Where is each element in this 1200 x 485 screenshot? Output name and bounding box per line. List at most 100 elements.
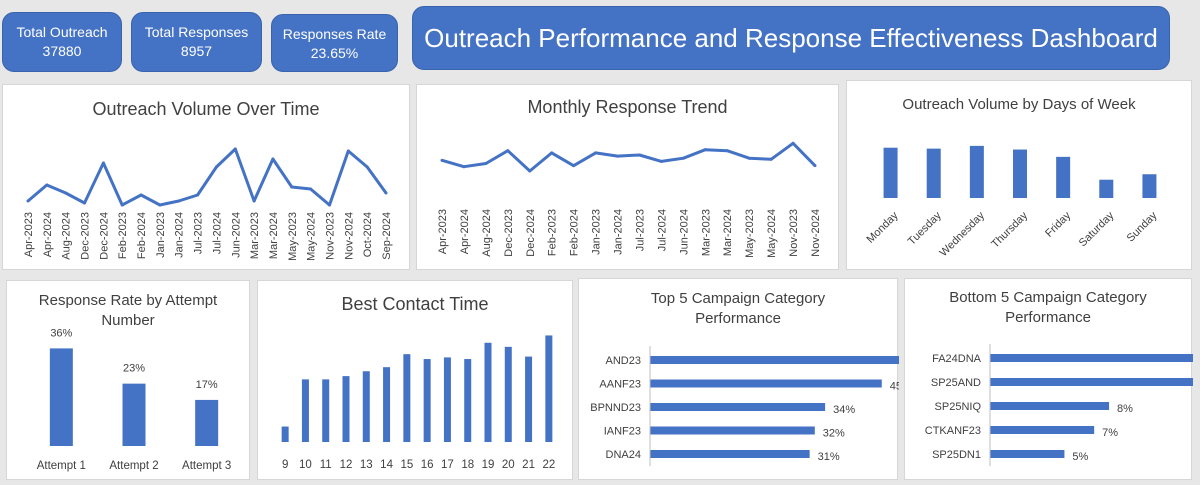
data-label: 17% [196, 379, 218, 391]
data-point [177, 199, 181, 203]
x-tick-label: Dec-2023 [503, 209, 515, 257]
x-tick-label: Jun-2024 [230, 212, 242, 258]
data-point [681, 156, 685, 160]
x-tick-label: Sep-2024 [381, 212, 393, 260]
data-point [214, 165, 218, 169]
data-point [196, 193, 200, 197]
outreach-volume-over-time-chart: Apr-2023 Apr-2024 Aug-2024 Dec-2023 Dec-2024… [23, 147, 393, 261]
data-point [120, 203, 124, 207]
bar [195, 399, 219, 446]
data-label: 23% [123, 363, 145, 375]
data-label: 36% [50, 327, 72, 339]
data-point [813, 164, 817, 168]
kpi-label: Total Outreach [16, 24, 108, 40]
bottom5-campaign-panel: Bottom 5 Campaign Category Performance F… [904, 278, 1193, 480]
bar [525, 356, 533, 442]
x-tick-label: Apr-2024 [459, 209, 471, 254]
data-point [462, 165, 466, 169]
y-tick-label: IANF23 [604, 426, 641, 438]
data-point [365, 165, 369, 169]
x-tick-label: Nov-2023 [788, 209, 800, 257]
bar [650, 403, 826, 411]
x-tick-label: Mar-2023 [700, 209, 712, 256]
x-tick-label: Dec-2023 [80, 212, 92, 260]
bar [342, 376, 350, 442]
data-point [64, 191, 68, 195]
bar [281, 426, 289, 442]
data-point [290, 185, 294, 189]
x-tick-label: Mar-2024 [268, 212, 280, 259]
series-line [441, 141, 817, 173]
best-contact-time-chart: 9 10 11 12 13 14 15 16 17 18 19 20 21 22 [281, 335, 555, 471]
x-tick-label: Saturday [1077, 209, 1117, 249]
kpi-value: 8957 [180, 43, 213, 59]
x-tick-label: 9 [282, 459, 288, 471]
data-point [440, 158, 444, 162]
x-tick-label: Attempt 2 [109, 460, 158, 472]
data-label: 32% [823, 428, 845, 440]
y-tick-label: SP25NIQ [935, 401, 982, 413]
x-tick-label: Mar-2023 [249, 212, 261, 259]
x-tick-label: Jan-2023 [155, 212, 167, 258]
bar [990, 354, 1193, 362]
y-tick-label: FA24DNA [932, 353, 982, 365]
top5-campaign-panel: Top 5 Campaign Category Performance AND2… [578, 278, 899, 480]
bar [1013, 149, 1027, 198]
data-point [747, 156, 751, 160]
x-tick-label: May-2023 [287, 212, 299, 261]
x-tick-label: 22 [542, 459, 555, 471]
monthly-response-trend-panel: Monthly Response Trend Apr-2023 Apr-2024 A… [416, 84, 839, 270]
kpi-value: 23.65% [310, 45, 359, 61]
data-point [659, 159, 663, 163]
x-tick-label: Apr-2023 [23, 212, 35, 257]
data-point [528, 169, 532, 173]
x-tick-label: Wednesday [938, 209, 988, 259]
kpi-total-responses: Total Responses 8957 [131, 12, 262, 72]
kpi-total-outreach: Total Outreach 37880 [2, 12, 122, 72]
bar [504, 346, 512, 442]
bar [650, 450, 810, 458]
chart-title: Best Contact Time [341, 294, 489, 314]
bar [322, 379, 330, 442]
x-tick-label: 20 [502, 459, 515, 471]
data-point [506, 149, 510, 153]
bar [1099, 179, 1114, 198]
y-tick-label: DNA24 [606, 449, 641, 461]
data-point [572, 164, 576, 168]
days-of-week-panel: Outreach Volume by Days of Week Monday Tu… [846, 80, 1192, 270]
x-tick-label: Jun-2024 [678, 209, 690, 255]
data-point [327, 203, 331, 207]
series-line [27, 147, 388, 207]
x-tick-label: May-2024 [306, 212, 318, 261]
x-tick-label: Jul-2023 [193, 212, 205, 254]
x-tick-label: 12 [340, 459, 353, 471]
bar [1056, 156, 1071, 198]
y-tick-label: SP25AND [931, 377, 981, 389]
data-point [384, 191, 388, 195]
data-label: 31% [818, 451, 840, 463]
x-tick-label: Aug-2024 [481, 209, 493, 257]
bar [122, 383, 146, 446]
bar [990, 378, 1193, 386]
x-tick-label: Attempt 3 [182, 460, 231, 472]
kpi-label: Responses Rate [282, 26, 387, 42]
x-tick-label: 14 [380, 459, 393, 471]
data-point [616, 154, 620, 158]
x-tick-label: Jul-2023 [634, 209, 646, 251]
x-tick-label: 17 [441, 459, 454, 471]
bar [969, 145, 984, 198]
bar [443, 357, 451, 442]
x-tick-label: 15 [400, 459, 413, 471]
data-label: 45% [890, 381, 899, 393]
x-tick-label: Monday [865, 209, 902, 246]
x-tick-label: 21 [522, 459, 535, 471]
x-tick-label: 16 [421, 459, 434, 471]
x-tick-label: Aug-2024 [61, 212, 73, 260]
x-tick-label: Jan-2024 [174, 212, 186, 258]
x-tick-label: Apr-2024 [42, 212, 54, 257]
x-tick-label: May-2024 [766, 209, 778, 258]
bar [926, 148, 941, 198]
x-tick-label: Dec-2024 [98, 212, 110, 260]
bar [1142, 174, 1157, 198]
y-tick-label: CTKANF23 [925, 425, 981, 437]
